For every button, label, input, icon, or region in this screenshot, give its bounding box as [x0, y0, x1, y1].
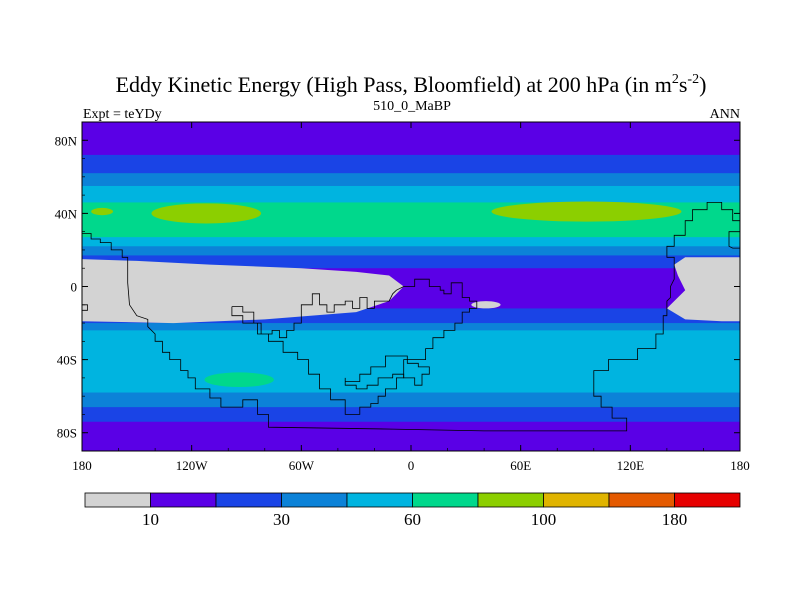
axes: 180 120W 60W 0 60E 120E 180 80N 40N 0 40S 80S — [55, 121, 750, 473]
contour-band-13 — [82, 392, 740, 408]
title-unit-s: s — [679, 72, 688, 97]
y-tick-label-2: 0 — [71, 280, 78, 295]
y-tick-label-1: 40N — [55, 206, 78, 221]
subtitle-center: 510_0_MaBP — [373, 99, 451, 114]
contour-band-14 — [82, 407, 740, 423]
eddy-max-north-edge — [91, 207, 114, 216]
low-eke-patch — [471, 301, 501, 309]
subtitle-right: ANN — [710, 107, 740, 122]
x-tick-label-3: 0 — [408, 458, 415, 473]
coastlines — [82, 201, 740, 432]
colorbar-label-1: 30 — [273, 510, 290, 529]
colorbar-box-6 — [477, 492, 544, 508]
eddy-max-north-west — [151, 203, 262, 224]
contour-band-5 — [82, 237, 740, 247]
colorbar-box-0 — [84, 492, 151, 508]
contour-band-6 — [82, 246, 740, 256]
x-tick-label-1: 120W — [176, 458, 209, 473]
colorbar: 10 30 60 100 180 — [84, 492, 741, 529]
contour-band-12 — [82, 344, 740, 394]
title-unit-sup-2: 2 — [672, 72, 679, 87]
x-tick-label-4: 60E — [510, 458, 531, 473]
colorbar-box-4 — [346, 492, 413, 508]
y-tick-label-4: 80S — [57, 426, 77, 441]
contour-band-2 — [82, 173, 740, 187]
colorbar-label-4: 180 — [662, 510, 688, 529]
coastline-3 — [344, 355, 430, 390]
low-eke-tropics-east — [666, 257, 740, 322]
coastline-4 — [728, 231, 740, 249]
title-close-paren: ) — [699, 72, 706, 97]
eddy-max-north-east — [491, 201, 682, 222]
x-tick-label-2: 60W — [289, 458, 315, 473]
colorbar-box-2 — [215, 492, 282, 508]
x-tick-label-6: 180 — [730, 458, 750, 473]
plot-area — [82, 122, 740, 451]
contour-features — [82, 201, 740, 388]
colorbar-box-7 — [543, 492, 610, 508]
contour-band-11 — [82, 330, 740, 346]
title-unit-sup-minus2: -2 — [687, 72, 699, 87]
colorbar-label-3: 100 — [531, 510, 557, 529]
low-eke-tropics-west — [82, 259, 404, 324]
y-tick-label-0: 80N — [55, 133, 78, 148]
x-tick-label-0: 180 — [72, 458, 92, 473]
coastline-0 — [82, 201, 740, 432]
x-tick-label-5: 120E — [617, 458, 645, 473]
colorbar-box-5 — [412, 492, 479, 508]
contour-band-7 — [82, 255, 740, 269]
coastline-2 — [231, 278, 478, 415]
eddy-max-south — [204, 372, 274, 388]
colorbar-label-0: 10 — [142, 510, 159, 529]
colorbar-box-3 — [281, 492, 348, 508]
colorbar-label-2: 60 — [404, 510, 421, 529]
chart-title: Eddy Kinetic Energy (High Pass, Bloomfie… — [116, 72, 707, 97]
contour-band-10 — [82, 323, 740, 331]
chart-title-text: Eddy Kinetic Energy (High Pass, Bloomfie… — [116, 72, 672, 97]
colorbar-box-8 — [608, 492, 675, 508]
y-tick-label-3: 40S — [57, 353, 77, 368]
contour-band-1 — [82, 154, 740, 174]
subtitle-left: Expt = teYDy — [83, 107, 162, 122]
colorbar-box-9 — [674, 492, 741, 508]
contour-band-3 — [82, 185, 740, 203]
colorbar-box-1 — [150, 492, 217, 508]
